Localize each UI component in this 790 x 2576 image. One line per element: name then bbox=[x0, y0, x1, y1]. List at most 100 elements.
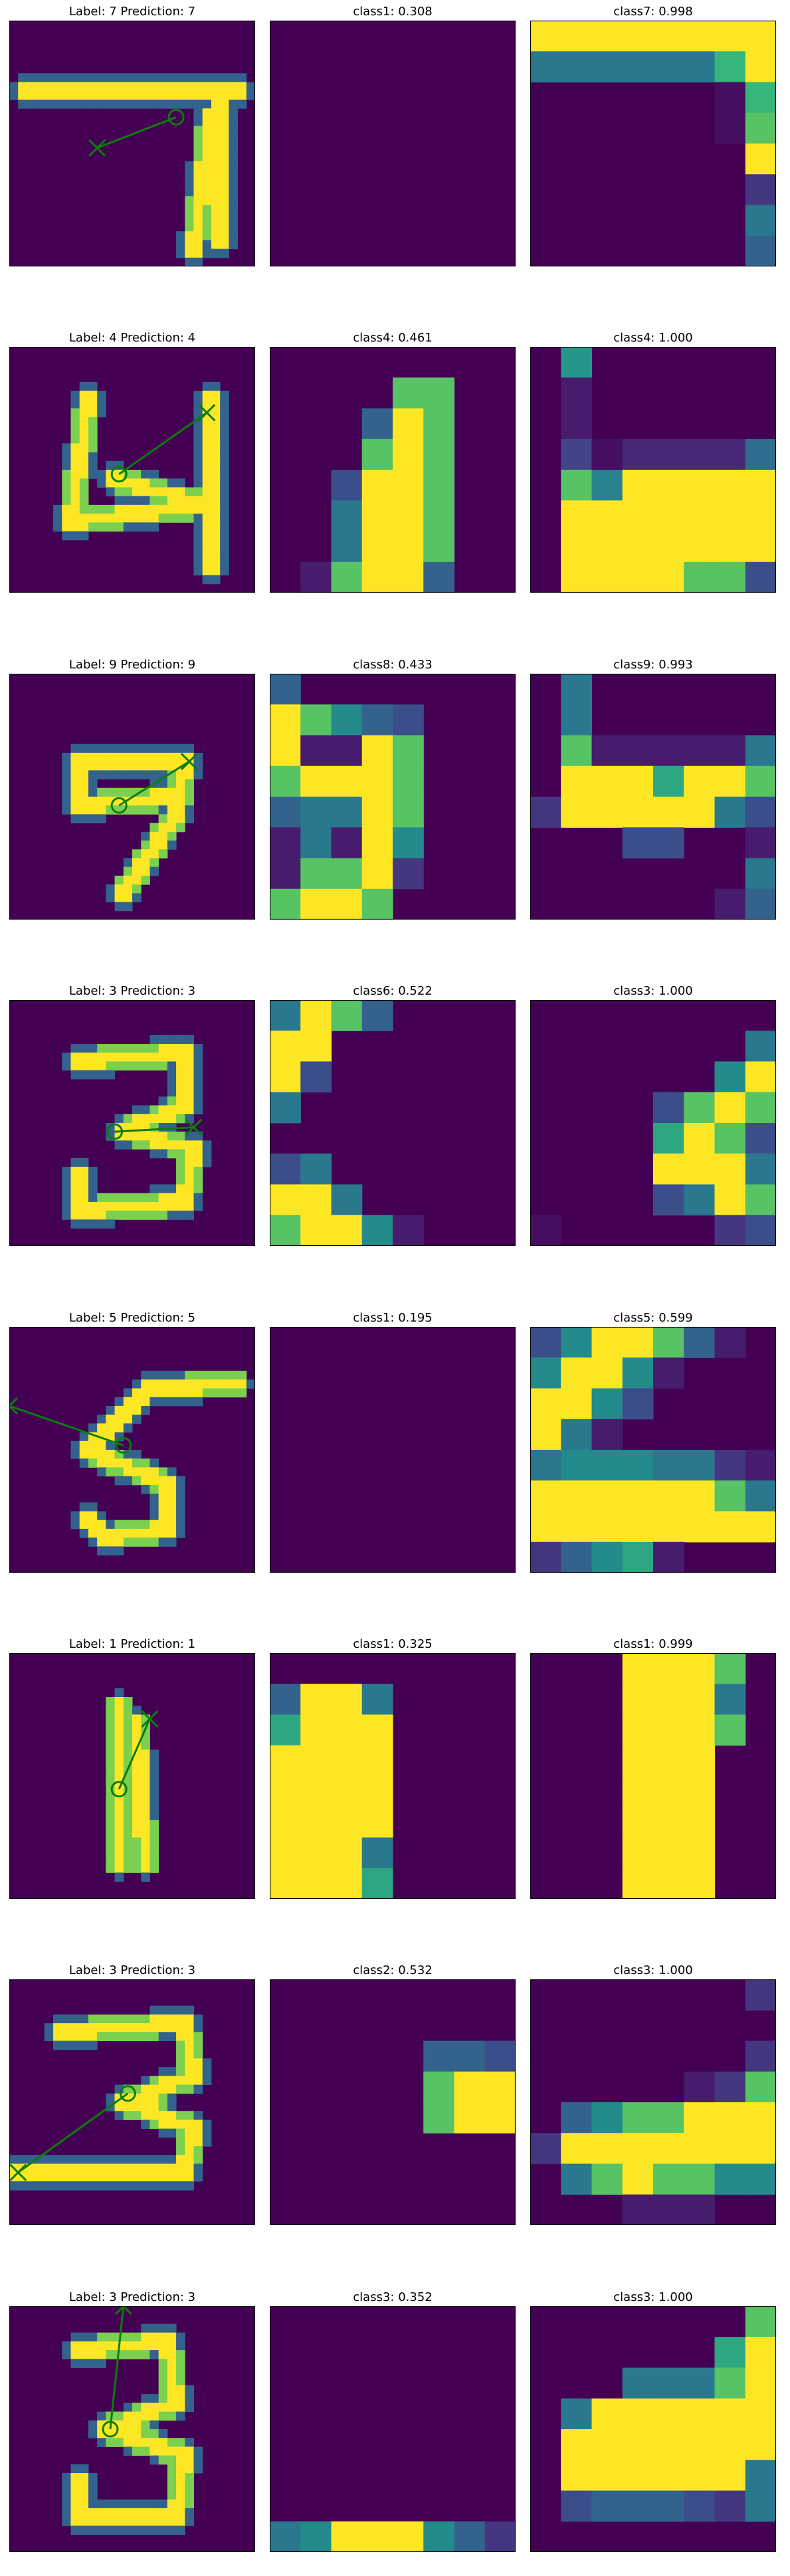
heatmap-cell bbox=[622, 2460, 654, 2492]
digit-pixel bbox=[141, 496, 150, 506]
digit-pixel bbox=[229, 169, 239, 179]
heatmap-cell bbox=[745, 2460, 776, 2492]
digit-pixel bbox=[106, 1723, 116, 1733]
patch-a-heatmap bbox=[270, 1327, 516, 1573]
heatmap-cell bbox=[423, 500, 455, 532]
digit-pixel bbox=[88, 514, 98, 523]
digit-pixel bbox=[149, 1132, 159, 1141]
heatmap-cell bbox=[653, 1776, 684, 1807]
digit-pixel bbox=[70, 743, 80, 753]
digit-pixel bbox=[114, 1872, 124, 1882]
heatmap-cell bbox=[423, 561, 455, 593]
digit-pixel bbox=[220, 108, 229, 118]
digit-pixel bbox=[88, 1061, 98, 1071]
digit-pixel bbox=[106, 2526, 116, 2535]
heatmap-cell bbox=[653, 1745, 684, 1777]
digit-pixel bbox=[132, 1379, 142, 1389]
heatmap-cell bbox=[300, 1807, 332, 1838]
digit-pixel bbox=[79, 443, 89, 453]
heatmap-cell bbox=[622, 1327, 654, 1358]
heatmap-cell bbox=[622, 470, 654, 501]
digit-pixel bbox=[149, 1140, 159, 1150]
digit-pixel bbox=[237, 99, 247, 109]
digit-pixel bbox=[202, 496, 212, 506]
heatmap-cell bbox=[530, 1511, 561, 1543]
digit-pixel bbox=[176, 99, 185, 109]
digit-pixel bbox=[114, 1758, 124, 1768]
digit-pixel bbox=[185, 743, 194, 753]
heatmap-cell bbox=[745, 21, 776, 52]
heatmap-cell bbox=[684, 2490, 716, 2522]
heatmap-cell bbox=[745, 888, 776, 920]
heatmap-cell bbox=[530, 21, 561, 52]
digit-pixel bbox=[167, 2359, 177, 2368]
digit-pixel bbox=[167, 2473, 177, 2482]
digit-pixel bbox=[141, 478, 150, 488]
digit-pixel bbox=[141, 1528, 150, 1538]
digit-pixel bbox=[220, 548, 229, 558]
digit-pixel bbox=[211, 108, 221, 118]
digit-pixel bbox=[88, 770, 98, 780]
heatmap-cell bbox=[270, 735, 301, 767]
digit-pixel bbox=[167, 1061, 177, 1071]
digit-pixel bbox=[193, 1140, 203, 1150]
digit-pixel bbox=[70, 1193, 80, 1203]
digit-pixel bbox=[193, 1371, 203, 1380]
digit-pixel bbox=[211, 134, 221, 144]
digit-pixel bbox=[123, 1114, 133, 1124]
digit-pixel bbox=[106, 2023, 116, 2032]
digit-pixel bbox=[176, 2014, 185, 2024]
digit-pixel bbox=[44, 2172, 54, 2182]
digit-pixel bbox=[132, 1829, 142, 1838]
digit-pixel bbox=[132, 478, 142, 488]
heatmap-cell bbox=[745, 2367, 776, 2399]
digit-pixel bbox=[88, 743, 98, 753]
digit-pixel bbox=[132, 1193, 142, 1203]
digit-pixel bbox=[185, 2058, 194, 2068]
heatmap-cell bbox=[684, 765, 716, 797]
digit-pixel bbox=[123, 1732, 133, 1741]
digit-pixel bbox=[106, 2332, 116, 2342]
digit-pixel bbox=[97, 761, 106, 771]
digit-pixel bbox=[211, 126, 221, 136]
digit-pixel bbox=[88, 805, 98, 815]
digit-pixel bbox=[167, 743, 177, 753]
digit-pixel bbox=[202, 575, 212, 585]
digit-pixel bbox=[70, 399, 80, 409]
digit-pixel bbox=[88, 2526, 98, 2535]
digit-pixel bbox=[167, 1105, 177, 1115]
heatmap-cell bbox=[653, 1184, 684, 1216]
digit-pixel bbox=[176, 743, 185, 753]
digit-pixel bbox=[167, 2120, 177, 2130]
digit-pixel bbox=[132, 1044, 142, 1053]
digit-pixel bbox=[149, 478, 159, 488]
digit-pixel bbox=[114, 761, 124, 771]
digit-pixel bbox=[123, 514, 133, 523]
digit-pixel bbox=[202, 90, 212, 100]
input-digit-panel bbox=[9, 1000, 255, 1246]
digit-pixel bbox=[167, 2014, 177, 2024]
digit-pixel bbox=[79, 1044, 89, 1053]
digit-pixel bbox=[176, 2332, 185, 2342]
digit-pixel bbox=[193, 1096, 203, 1106]
digit-pixel bbox=[123, 1741, 133, 1750]
digit-pixel bbox=[193, 73, 203, 82]
heatmap-cell bbox=[484, 2521, 516, 2552]
digit-pixel bbox=[70, 2526, 80, 2535]
digit-pixel bbox=[106, 1706, 116, 1715]
digit-pixel bbox=[132, 1520, 142, 1530]
digit-pixel bbox=[141, 1793, 150, 1803]
digit-pixel bbox=[141, 1061, 150, 1071]
heatmap-cell bbox=[653, 51, 684, 83]
digit-pixel bbox=[62, 2482, 71, 2491]
digit-pixel bbox=[202, 73, 212, 82]
digit-pixel bbox=[202, 178, 212, 188]
digit-pixel bbox=[141, 1388, 150, 1398]
digit-pixel bbox=[79, 779, 89, 789]
digit-pixel bbox=[193, 222, 203, 232]
digit-pixel bbox=[167, 1184, 177, 1194]
heatmap-cell bbox=[423, 2102, 455, 2133]
digit-pixel bbox=[79, 514, 89, 523]
digit-pixel bbox=[79, 1432, 89, 1442]
heatmap-cell bbox=[300, 1776, 332, 1807]
